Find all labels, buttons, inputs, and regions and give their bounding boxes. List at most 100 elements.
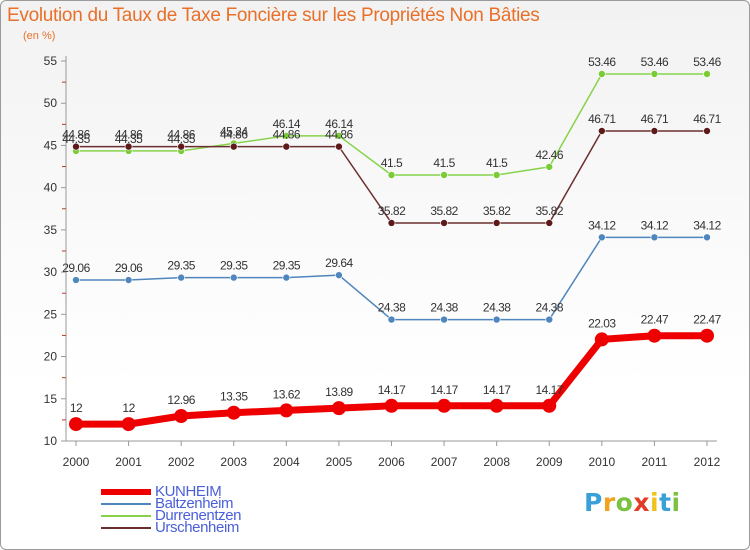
x-tick-label: 2003: [220, 455, 247, 469]
data-label-durrenentzen: 41.5: [433, 156, 455, 170]
data-label-urschenheim: 35.82: [378, 204, 406, 218]
legend-item-baltzenheim: Baltzenheim: [101, 495, 341, 512]
data-point-urschenheim: [72, 142, 80, 151]
y-tick-label: 40: [44, 181, 58, 195]
legend-swatch-baltzenheim: [101, 503, 151, 505]
data-label-kunheim: 22.03: [588, 316, 616, 330]
logo-letter-o: o: [615, 488, 634, 517]
data-point-baltzenheim: [545, 315, 554, 324]
legend-label-kunheim: KUNHEIM: [155, 483, 222, 500]
logo-letter-x: x: [633, 488, 650, 517]
y-tick-label: 30: [44, 265, 58, 279]
data-point-baltzenheim: [229, 273, 238, 282]
data-label-durrenentzen: 44.35: [167, 132, 195, 146]
data-label-baltzenheim: 24.38: [430, 301, 458, 315]
data-point-kunheim: [647, 328, 662, 343]
data-label-urschenheim: 44.86: [167, 128, 195, 142]
data-point-urschenheim: [124, 142, 133, 151]
x-tick-label: 2010: [588, 455, 615, 469]
data-label-baltzenheim: 24.38: [483, 301, 511, 315]
data-point-baltzenheim: [598, 233, 606, 242]
chart-subtitle: (en %): [23, 30, 56, 42]
x-tick-label: 2004: [273, 455, 300, 469]
data-label-baltzenheim: 29.64: [325, 256, 353, 270]
legend-label-urschenheim: Urschenheim: [155, 519, 239, 536]
proxiti-logo: Proxiti: [584, 488, 681, 517]
x-tick-label: 2009: [536, 455, 563, 469]
data-point-kunheim: [279, 403, 294, 418]
data-label-baltzenheim: 29.35: [220, 259, 248, 273]
data-point-durrenentzen: [387, 171, 396, 179]
data-point-urschenheim: [229, 142, 238, 151]
y-tick-label: 25: [44, 307, 58, 321]
legend-item-urschenheim: Urschenheim: [101, 519, 341, 536]
data-label-kunheim: 13.35: [220, 390, 248, 404]
data-label-baltzenheim: 29.35: [167, 259, 195, 273]
data-point-urschenheim: [545, 219, 554, 227]
data-point-urschenheim: [440, 219, 448, 227]
data-point-durrenentzen: [545, 163, 554, 171]
data-label-durrenentzen: 41.5: [381, 156, 403, 170]
data-point-durrenentzen: [650, 70, 659, 78]
data-label-durrenentzen: 53.46: [641, 55, 669, 69]
logo-letter-i2: i: [671, 488, 681, 517]
data-label-durrenentzen: 44.35: [62, 132, 90, 146]
x-tick-label: 2005: [326, 455, 353, 469]
data-label-baltzenheim: 34.12: [693, 218, 721, 232]
data-point-baltzenheim: [703, 233, 711, 242]
x-tick-label: 2012: [694, 455, 721, 469]
data-label-urschenheim: 46.71: [588, 112, 616, 126]
data-point-kunheim: [121, 417, 136, 432]
legend-label-baltzenheim: Baltzenheim: [155, 495, 234, 512]
data-point-kunheim: [437, 398, 452, 413]
data-point-baltzenheim: [650, 233, 659, 242]
data-point-kunheim: [542, 398, 557, 413]
legend-swatch-urschenheim: [101, 527, 151, 529]
legend: KUNHEIM Baltzenheim Durrenentzen Urschen…: [101, 483, 341, 536]
data-point-urschenheim: [650, 127, 659, 135]
data-label-baltzenheim: 29.35: [273, 259, 301, 273]
data-point-baltzenheim: [124, 276, 133, 284]
data-label-durrenentzen: 53.46: [693, 55, 721, 69]
data-point-durrenentzen: [598, 70, 606, 78]
data-label-baltzenheim: 29.06: [62, 261, 90, 275]
data-point-kunheim: [700, 328, 714, 343]
data-point-baltzenheim: [335, 271, 343, 279]
data-point-urschenheim: [335, 142, 343, 151]
y-tick-label: 15: [44, 392, 58, 406]
data-label-durrenentzen: 45.24: [220, 124, 248, 138]
data-point-durrenentzen: [335, 132, 343, 140]
data-point-urschenheim: [598, 127, 606, 135]
x-tick-label: 2000: [63, 455, 90, 469]
data-label-durrenentzen: 44.35: [115, 132, 143, 146]
data-label-urschenheim: 35.82: [483, 204, 511, 218]
data-label-urschenheim: 44.86: [273, 128, 301, 142]
data-point-durrenentzen: [492, 171, 501, 179]
data-label-kunheim: 14.17: [535, 383, 563, 397]
logo-letter-r: r: [602, 488, 616, 517]
x-tick-label: 2008: [483, 455, 510, 469]
data-label-urschenheim: 35.82: [430, 204, 458, 218]
data-point-urschenheim: [177, 142, 185, 151]
line-chart: 10 15 20 25 30 35 40 45 50 55 2000 2001 2002 2003 2004…: [44, 54, 722, 469]
data-point-kunheim: [594, 332, 609, 347]
data-label-urschenheim: 44.86: [220, 128, 248, 142]
data-label-kunheim: 13.62: [273, 387, 301, 401]
x-tick-label: 2007: [431, 455, 458, 469]
y-tick-label: 50: [44, 96, 58, 110]
y-tick-label: 45: [44, 138, 58, 152]
data-point-kunheim: [384, 398, 399, 413]
data-label-durrenentzen: 41.5: [486, 156, 508, 170]
data-label-baltzenheim: 29.06: [115, 261, 143, 275]
data-label-kunheim: 12: [122, 401, 135, 415]
data-point-urschenheim: [282, 142, 291, 151]
data-label-kunheim: 14.17: [483, 383, 511, 397]
data-point-durrenentzen: [282, 132, 291, 140]
data-point-baltzenheim: [440, 315, 448, 324]
data-point-kunheim: [69, 417, 83, 432]
data-label-urschenheim: 35.82: [535, 204, 563, 218]
data-label-baltzenheim: 34.12: [641, 218, 669, 232]
data-point-kunheim: [226, 405, 241, 420]
data-label-durrenentzen: 42.46: [535, 148, 563, 162]
data-label-urschenheim: 44.86: [115, 128, 143, 142]
